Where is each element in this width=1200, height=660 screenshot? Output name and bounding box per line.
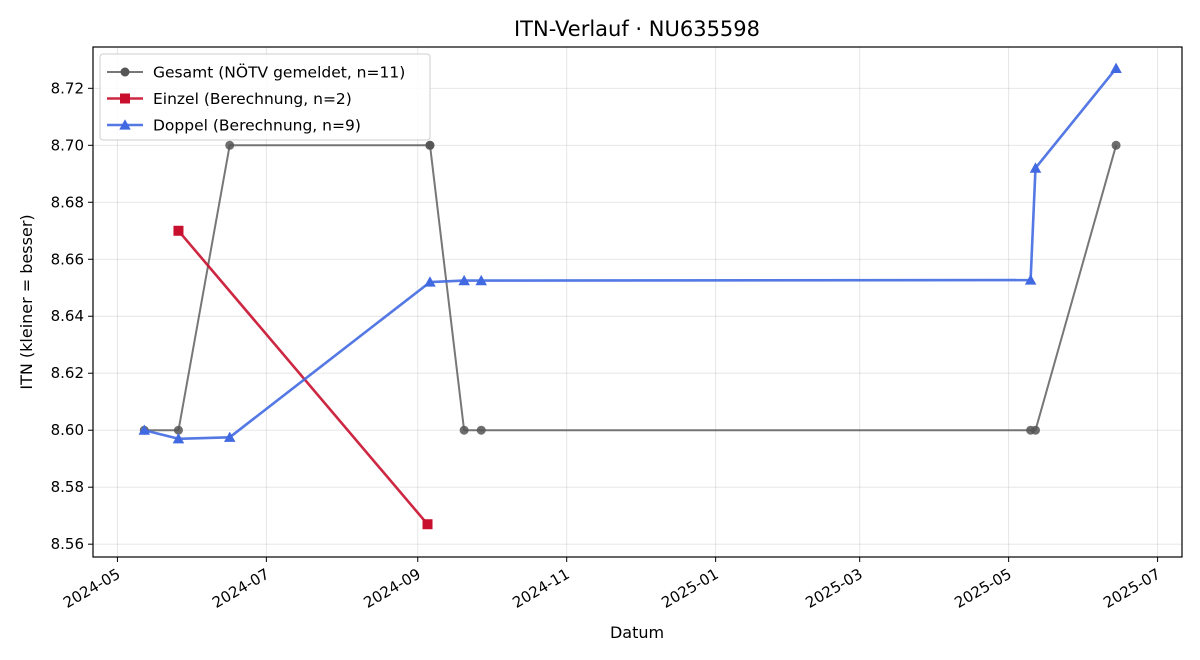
x-axis-label: Datum xyxy=(610,623,664,642)
data-point xyxy=(223,431,236,442)
x-tick-label: 2025-07 xyxy=(1100,565,1163,612)
x-tick-label: 2025-03 xyxy=(802,565,865,612)
y-axis: 8.56 8.58 8.60 8.62 8.64 8.66 8.68 8.70 8.72 xyxy=(51,79,93,553)
chart-title: ITN-Verlauf · NU635598 xyxy=(514,17,760,41)
series-group xyxy=(138,62,1122,530)
series-0 xyxy=(139,140,1121,435)
data-point xyxy=(173,425,183,435)
x-axis: 2024-05 2024-07 2024-09 2024-11 2025-01 2025-… xyxy=(60,557,1164,612)
data-point xyxy=(425,140,435,150)
y-tick-label: 8.62 xyxy=(51,364,84,382)
data-point xyxy=(225,140,235,150)
data-point xyxy=(1029,162,1042,173)
y-tick-label: 8.70 xyxy=(51,136,84,154)
x-tick-label: 2025-05 xyxy=(951,565,1014,612)
legend-label: Doppel (Berechnung, n=9) xyxy=(153,117,361,135)
y-tick-label: 8.60 xyxy=(51,421,84,439)
data-point xyxy=(173,225,184,236)
plot-frame xyxy=(92,46,1183,558)
legend-label: Gesamt (NÖTV gemeldet, n=11) xyxy=(153,63,405,82)
series-line xyxy=(144,144,1118,432)
data-point xyxy=(475,274,487,286)
data-point xyxy=(458,274,470,286)
x-tick-label: 2025-01 xyxy=(658,565,721,612)
data-point xyxy=(1110,62,1122,73)
data-point xyxy=(476,425,486,435)
legend-marker xyxy=(119,119,131,130)
y-tick-label: 8.72 xyxy=(51,79,84,97)
data-point xyxy=(1030,425,1040,435)
y-tick-label: 8.58 xyxy=(51,478,84,496)
data-point xyxy=(422,519,433,530)
legend-box xyxy=(99,53,431,141)
data-point xyxy=(1111,140,1121,150)
x-tick-label: 2024-11 xyxy=(509,565,572,612)
legend-marker xyxy=(120,93,130,104)
data-point xyxy=(172,433,185,444)
legend-marker xyxy=(120,67,130,77)
x-tick-label: 2024-09 xyxy=(360,565,423,612)
data-point xyxy=(459,425,469,435)
data-point xyxy=(1024,274,1037,285)
data-point xyxy=(138,424,151,435)
y-axis-label: ITN (kleiner = besser) xyxy=(17,214,36,389)
series-1 xyxy=(173,225,433,530)
legend: Gesamt (NÖTV gemeldet, n=11) Einzel (Bere… xyxy=(99,53,431,141)
y-tick-label: 8.66 xyxy=(51,250,84,268)
y-tick-label: 8.68 xyxy=(51,193,84,211)
y-tick-label: 8.56 xyxy=(51,535,84,553)
series-line xyxy=(177,229,429,526)
x-tick-label: 2024-05 xyxy=(60,565,123,612)
legend-label: Einzel (Berechnung, n=2) xyxy=(153,90,352,108)
series-2 xyxy=(138,62,1122,444)
data-point xyxy=(424,276,436,287)
x-tick-label: 2024-07 xyxy=(209,565,272,612)
y-tick-label: 8.64 xyxy=(51,307,84,325)
